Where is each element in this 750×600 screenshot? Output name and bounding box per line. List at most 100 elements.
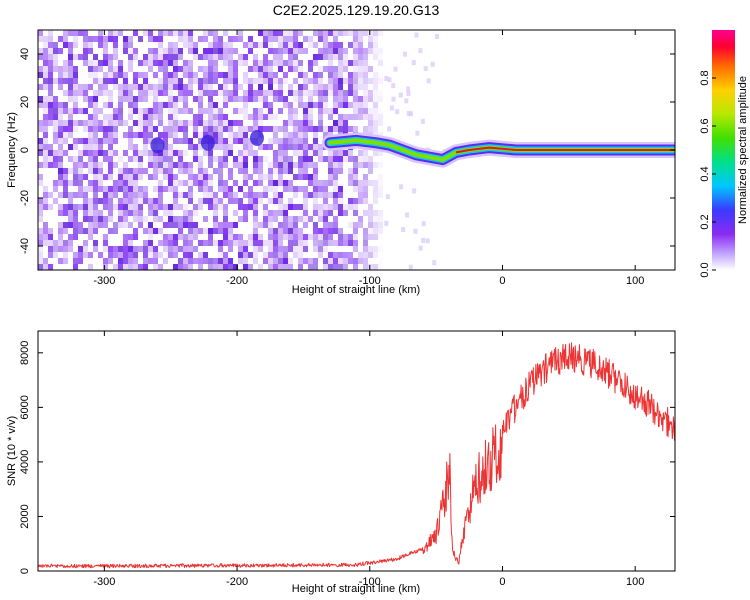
heatmap-cell: [348, 30, 353, 36]
heatmap-cell: [193, 204, 198, 210]
heatmap-cell: [358, 84, 363, 90]
heatmap-cell: [323, 228, 328, 234]
heatmap-cell: [103, 150, 108, 156]
heatmap-cell: [243, 102, 248, 108]
heatmap-cell: [38, 180, 43, 186]
heatmap-cell: [363, 186, 368, 192]
heatmap-cell: [338, 54, 343, 60]
heatmap-cell: [203, 132, 208, 138]
heatmap-cell: [273, 30, 278, 36]
heatmap-cell: [298, 156, 303, 162]
heatmap-cell: [113, 264, 118, 270]
heatmap-cell: [426, 78, 431, 84]
heatmap-cell: [173, 264, 178, 270]
heatmap-cell: [78, 90, 83, 96]
heatmap-cell: [213, 138, 218, 144]
heatmap-cell: [68, 246, 73, 252]
heatmap-cell: [143, 54, 148, 60]
heatmap-cell: [278, 66, 283, 72]
heatmap-cell: [88, 42, 93, 48]
heatmap-cell: [268, 66, 273, 72]
heatmap-cell: [338, 204, 343, 210]
heatmap-cell: [373, 102, 378, 108]
heatmap-cell: [378, 78, 383, 84]
heatmap-cell: [188, 30, 193, 36]
heatmap-cell: [243, 258, 248, 264]
heatmap-cell: [328, 168, 333, 174]
heatmap-cell: [133, 78, 138, 84]
heatmap-cell: [118, 102, 123, 108]
heatmap-cell: [168, 144, 173, 150]
heatmap-cell: [268, 198, 273, 204]
heatmap-cell: [258, 78, 263, 84]
heatmap-cell: [193, 114, 198, 120]
heatmap-cell: [73, 258, 78, 264]
heatmap-cell: [283, 234, 288, 240]
heatmap-cell: [163, 126, 168, 132]
heatmap-cell: [163, 162, 168, 168]
heatmap-cell: [253, 126, 258, 132]
heatmap-cell: [183, 192, 188, 198]
heatmap-cell: [333, 108, 338, 114]
heatmap-cell: [88, 198, 93, 204]
heatmap-cell: [118, 210, 123, 216]
heatmap-cell: [123, 90, 128, 96]
heatmap-cell: [378, 192, 383, 198]
heatmap-cell: [108, 30, 113, 36]
heatmap-cell: [338, 162, 343, 168]
heatmap-cell: [68, 42, 73, 48]
heatmap-cell: [283, 186, 288, 192]
heatmap-cell: [208, 264, 213, 270]
heatmap-cell: [58, 120, 63, 126]
heatmap-cell: [188, 264, 193, 270]
heatmap-cell: [313, 168, 318, 174]
heatmap-cell: [113, 228, 118, 234]
heatmap-cell: [198, 132, 203, 138]
heatmap-cell: [288, 84, 293, 90]
heatmap-cell: [213, 120, 218, 126]
heatmap-cell: [103, 246, 108, 252]
heatmap-cell: [88, 120, 93, 126]
heatmap-cell: [143, 246, 148, 252]
heatmap-cell: [363, 54, 368, 60]
heatmap-cell: [273, 228, 278, 234]
heatmap-cell: [73, 204, 78, 210]
heatmap-cell: [343, 258, 348, 264]
heatmap-cell: [353, 210, 358, 216]
heatmap-cell: [203, 186, 208, 192]
heatmap-cell: [368, 36, 373, 42]
heatmap-cell: [43, 144, 48, 150]
heatmap-cell: [198, 120, 203, 126]
heatmap-cell: [258, 96, 263, 102]
heatmap-cell: [328, 114, 333, 120]
heatmap-cell: [283, 168, 288, 174]
heatmap-cell: [338, 96, 343, 102]
heatmap-cell: [213, 210, 218, 216]
heatmap-cell: [128, 186, 133, 192]
heatmap-cell: [253, 96, 258, 102]
heatmap-cell: [378, 132, 383, 138]
heatmap-cell: [293, 150, 298, 156]
heatmap-cell: [143, 78, 148, 84]
heatmap-cell: [58, 246, 63, 252]
heatmap-cell: [258, 222, 263, 228]
heatmap-cell: [73, 36, 78, 42]
heatmap-cell: [198, 174, 203, 180]
heatmap-cell: [93, 144, 98, 150]
heatmap-cell: [353, 126, 358, 132]
heatmap-cell: [218, 168, 223, 174]
heatmap-cell: [418, 245, 423, 251]
heatmap-cell: [268, 36, 273, 42]
heatmap-cell: [213, 90, 218, 96]
heatmap-cell: [193, 210, 198, 216]
heatmap-cell: [308, 120, 313, 126]
heatmap-cell: [308, 192, 313, 198]
heatmap-cell: [58, 78, 63, 84]
heatmap-cell: [58, 228, 63, 234]
heatmap-cell: [43, 234, 48, 240]
heatmap-cell: [38, 150, 43, 156]
heatmap-cell: [113, 252, 118, 258]
heatmap-cell: [38, 48, 43, 54]
heatmap-cell: [128, 66, 133, 72]
heatmap-cell: [168, 60, 173, 66]
